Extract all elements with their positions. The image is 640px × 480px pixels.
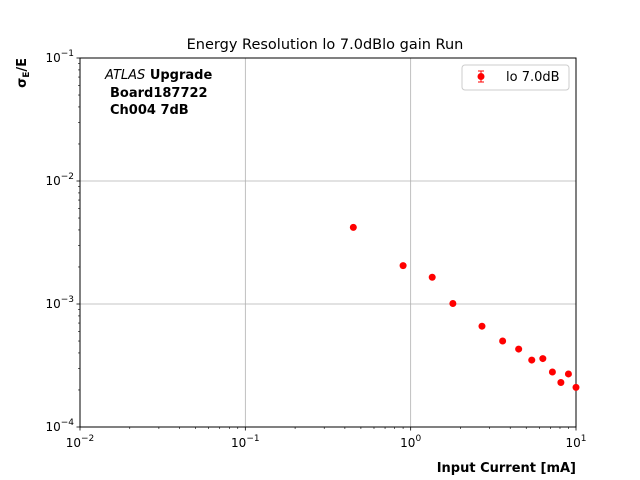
- chart-title: Energy Resolution lo 7.0dBlo gain Run: [187, 37, 464, 53]
- x-tick-label: 10−1: [231, 434, 260, 450]
- data-point: [478, 322, 486, 330]
- legend: lo 7.0dB: [461, 64, 570, 91]
- axis-ticks: 10−2 10−1 100 101 10−4 10−3 10−2 10−1: [45, 49, 586, 450]
- y-tick-label: 10−2: [45, 172, 74, 188]
- data-point: [572, 383, 580, 391]
- y-axis-label: σE/E: [15, 58, 32, 88]
- data-point: [564, 370, 572, 378]
- y-tick-label: 10−1: [45, 49, 74, 65]
- data-point: [548, 368, 556, 376]
- data-point: [539, 355, 547, 363]
- board-label: Board187722: [110, 86, 208, 101]
- legend-marker: [477, 73, 485, 80]
- y-tick-label: 10−3: [45, 295, 74, 311]
- data-point: [515, 345, 523, 353]
- atlas-label: ATLAS: [104, 68, 145, 83]
- upgrade-label: Upgrade: [150, 68, 213, 83]
- data-point: [449, 299, 457, 307]
- legend-box: [461, 64, 570, 91]
- data-point: [399, 262, 407, 270]
- data-point: [528, 356, 536, 364]
- x-tick-label: 100: [400, 434, 421, 450]
- x-axis-label: Input Current [mA]: [437, 461, 576, 476]
- channel-label: Ch004 7dB: [110, 103, 189, 118]
- y-tick-label: 10−4: [45, 418, 74, 434]
- data-point: [499, 337, 507, 345]
- data-point: [349, 223, 357, 231]
- data-points: [349, 223, 580, 391]
- x-tick-label: 101: [565, 434, 586, 450]
- legend-label: lo 7.0dB: [506, 70, 560, 85]
- atlas-annotation: ATLAS Upgrade Board187722 Ch004 7dB: [104, 68, 212, 118]
- svg-text:ATLAS Upgrade: ATLAS Upgrade: [104, 68, 212, 83]
- x-tick-label: 10−2: [66, 434, 95, 450]
- data-point: [557, 379, 565, 387]
- data-point: [428, 273, 436, 281]
- plot-frame: [79, 57, 577, 428]
